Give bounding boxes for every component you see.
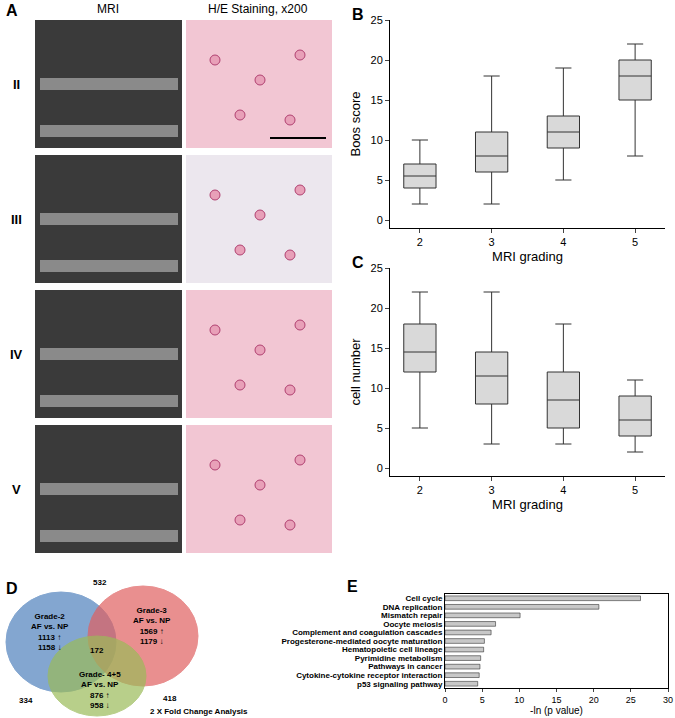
- svg-text:C: C: [352, 254, 364, 271]
- svg-text:IV: IV: [10, 347, 23, 362]
- svg-text:Cytokine-cytokine receptor int: Cytokine-cytokine receptor interaction: [296, 671, 442, 680]
- svg-text:15: 15: [551, 695, 561, 705]
- svg-text:Pathways in cancer: Pathways in cancer: [368, 662, 442, 671]
- svg-text:30: 30: [663, 695, 673, 705]
- svg-text:10: 10: [514, 695, 524, 705]
- svg-text:25: 25: [371, 262, 383, 274]
- svg-text:10: 10: [371, 134, 383, 146]
- svg-text:Progesterone-mediated oocyte m: Progesterone-mediated oocyte maturation: [281, 637, 442, 646]
- svg-text:3: 3: [489, 484, 495, 496]
- svg-text:25: 25: [371, 14, 383, 26]
- svg-text:H/E Staining, x200: H/E Staining, x200: [208, 2, 308, 16]
- svg-text:MRI grading: MRI grading: [492, 249, 563, 264]
- svg-text:D: D: [6, 580, 18, 597]
- svg-text:20: 20: [371, 54, 383, 66]
- svg-text:Complement and coagulation cas: Complement and coagulation cascades: [292, 628, 443, 637]
- svg-text:25: 25: [626, 695, 636, 705]
- svg-text:Pyrimidine metabolism: Pyrimidine metabolism: [355, 654, 443, 663]
- svg-text:DNA replication: DNA replication: [383, 603, 443, 612]
- svg-text:2: 2: [417, 236, 423, 248]
- svg-text:3: 3: [489, 236, 495, 248]
- svg-text:-ln (p value): -ln (p value): [530, 705, 583, 716]
- svg-text:Grade-2AF vs. NP1113 ↑1158 ↓: Grade-2AF vs. NP1113 ↑1158 ↓: [31, 612, 69, 652]
- svg-text:Mismatch repair: Mismatch repair: [381, 611, 442, 620]
- svg-text:5: 5: [632, 236, 638, 248]
- svg-text:5: 5: [480, 695, 485, 705]
- svg-text:Hematopoietic cell lineage: Hematopoietic cell lineage: [342, 645, 443, 654]
- svg-text:V: V: [12, 482, 21, 497]
- svg-text:0: 0: [442, 695, 447, 705]
- svg-text:0: 0: [377, 214, 383, 226]
- svg-text:532: 532: [93, 578, 107, 587]
- svg-text:0: 0: [377, 462, 383, 474]
- svg-text:10: 10: [371, 382, 383, 394]
- svg-text:Grade-3AF vs. NP1569 ↑1179 ↓: Grade-3AF vs. NP1569 ↑1179 ↓: [133, 606, 171, 646]
- svg-text:4: 4: [560, 236, 566, 248]
- svg-text:B: B: [352, 6, 364, 23]
- svg-text:III: III: [11, 212, 22, 227]
- svg-text:4: 4: [560, 484, 566, 496]
- svg-text:15: 15: [371, 342, 383, 354]
- svg-text:172: 172: [90, 646, 104, 655]
- svg-text:5: 5: [377, 174, 383, 186]
- svg-text:Boos score: Boos score: [348, 91, 363, 156]
- svg-text:2 X Fold Change Analysis: 2 X Fold Change Analysis: [150, 707, 248, 716]
- svg-text:Grade- 4+5AF vs. NP876 ↑958 ↓: Grade- 4+5AF vs. NP876 ↑958 ↓: [79, 670, 121, 710]
- svg-text:MRI grading: MRI grading: [492, 497, 563, 512]
- svg-text:20: 20: [371, 302, 383, 314]
- svg-text:A: A: [6, 2, 18, 19]
- svg-text:Cell cycle: Cell cycle: [405, 594, 442, 603]
- svg-text:Oocyte meiosis: Oocyte meiosis: [383, 620, 443, 629]
- svg-text:20: 20: [589, 695, 599, 705]
- svg-text:E: E: [347, 578, 358, 595]
- svg-text:2: 2: [417, 484, 423, 496]
- svg-text:cell number: cell number: [348, 338, 363, 406]
- svg-text:5: 5: [377, 422, 383, 434]
- svg-text:334: 334: [19, 696, 33, 705]
- svg-text:5: 5: [632, 484, 638, 496]
- svg-text:418: 418: [163, 694, 177, 703]
- svg-text:II: II: [13, 77, 20, 92]
- svg-text:p53 signaling pathway: p53 signaling pathway: [357, 680, 443, 689]
- svg-text:MRI: MRI: [97, 2, 119, 16]
- svg-text:15: 15: [371, 94, 383, 106]
